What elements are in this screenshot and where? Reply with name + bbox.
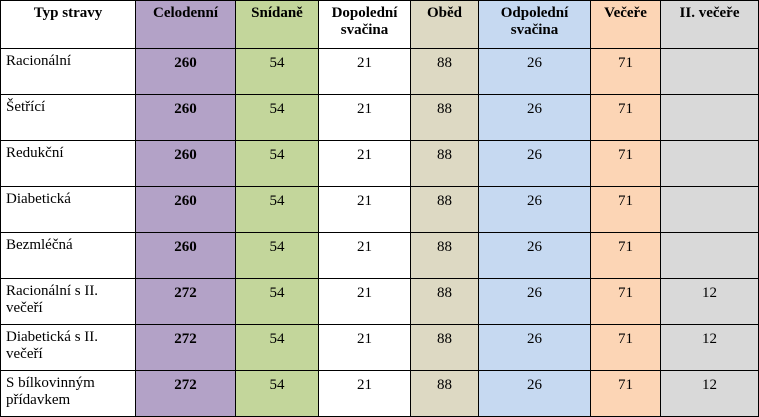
value-cell: 54 <box>235 186 319 233</box>
value-cell: 88 <box>410 370 479 417</box>
value-cell: 54 <box>235 232 319 279</box>
diet-type-cell: Redukční <box>0 140 136 187</box>
diet-type-cell: S bílkovinným přídavkem <box>0 370 136 417</box>
value-cell: 88 <box>410 278 479 325</box>
header-cell: Večeře <box>590 0 661 49</box>
diet-type-cell: Bezmléčná <box>0 232 136 279</box>
value-cell: 26 <box>478 94 591 141</box>
value-cell: 272 <box>135 370 236 417</box>
diet-type-cell: Racionální s II. večeří <box>0 278 136 325</box>
table-row: Bezmléčná 260 54 21 88 26 71 <box>0 232 759 279</box>
value-cell: 21 <box>318 140 411 187</box>
value-cell: 54 <box>235 48 319 95</box>
value-cell: 26 <box>478 324 591 371</box>
table-row: Racionální s II. večeří 272 54 21 88 26 71 12 <box>0 278 759 325</box>
table-row: Redukční 260 54 21 88 26 71 <box>0 140 759 187</box>
value-cell: 71 <box>590 140 661 187</box>
value-cell: 260 <box>135 140 236 187</box>
table-row: Diabetická 260 54 21 88 26 71 <box>0 186 759 233</box>
value-cell: 21 <box>318 94 411 141</box>
value-cell <box>660 232 759 279</box>
value-cell: 26 <box>478 48 591 95</box>
value-cell: 26 <box>478 232 591 279</box>
value-cell <box>660 94 759 141</box>
value-cell <box>660 48 759 95</box>
value-cell: 54 <box>235 140 319 187</box>
value-cell: 21 <box>318 278 411 325</box>
table-row: Racionální 260 54 21 88 26 71 <box>0 48 759 95</box>
value-cell: 12 <box>660 278 759 325</box>
value-cell: 26 <box>478 278 591 325</box>
value-cell: 88 <box>410 140 479 187</box>
value-cell: 260 <box>135 48 236 95</box>
value-cell: 71 <box>590 94 661 141</box>
header-cell: Dopolední svačina <box>318 0 411 49</box>
value-cell: 26 <box>478 370 591 417</box>
value-cell: 71 <box>590 186 661 233</box>
header-cell: Odpolední svačina <box>478 0 591 49</box>
value-cell: 54 <box>235 324 319 371</box>
table-row: S bílkovinným přídavkem 272 54 21 88 26 71 12 <box>0 370 759 417</box>
value-cell: 54 <box>235 278 319 325</box>
value-cell: 71 <box>590 232 661 279</box>
value-cell: 88 <box>410 48 479 95</box>
value-cell: 260 <box>135 186 236 233</box>
table-row: Šetřící 260 54 21 88 26 71 <box>0 94 759 141</box>
header-cell: Oběd <box>410 0 479 49</box>
value-cell <box>660 186 759 233</box>
value-cell: 21 <box>318 48 411 95</box>
value-cell: 21 <box>318 186 411 233</box>
header-cell: Celodenní <box>135 0 236 49</box>
value-cell: 12 <box>660 324 759 371</box>
diet-type-cell: Diabetická <box>0 186 136 233</box>
value-cell: 88 <box>410 94 479 141</box>
value-cell <box>660 140 759 187</box>
value-cell: 260 <box>135 232 236 279</box>
value-cell: 54 <box>235 94 319 141</box>
value-cell: 26 <box>478 186 591 233</box>
value-cell: 88 <box>410 324 479 371</box>
header-cell: Typ stravy <box>0 0 136 49</box>
value-cell: 21 <box>318 324 411 371</box>
value-cell: 71 <box>590 278 661 325</box>
value-cell: 21 <box>318 370 411 417</box>
diet-type-cell: Diabetická s II. večeří <box>0 324 136 371</box>
header-cell: II. večeře <box>660 0 759 49</box>
value-cell: 71 <box>590 48 661 95</box>
header-cell: Snídaně <box>235 0 319 49</box>
value-cell: 12 <box>660 370 759 417</box>
table-row: Diabetická s II. večeří 272 54 21 88 26 71 12 <box>0 324 759 371</box>
value-cell: 272 <box>135 278 236 325</box>
value-cell: 26 <box>478 140 591 187</box>
header-row: Typ stravy Celodenní Snídaně Dopolední svač… <box>0 0 759 49</box>
value-cell: 71 <box>590 324 661 371</box>
value-cell: 272 <box>135 324 236 371</box>
table-body: Racionální 260 54 21 88 26 71 Šetřící 260 54 21 88 2… <box>0 48 759 417</box>
value-cell: 88 <box>410 232 479 279</box>
value-cell: 88 <box>410 186 479 233</box>
diet-type-cell: Šetřící <box>0 94 136 141</box>
value-cell: 21 <box>318 232 411 279</box>
diet-type-cell: Racionální <box>0 48 136 95</box>
value-cell: 54 <box>235 370 319 417</box>
value-cell: 260 <box>135 94 236 141</box>
value-cell: 71 <box>590 370 661 417</box>
